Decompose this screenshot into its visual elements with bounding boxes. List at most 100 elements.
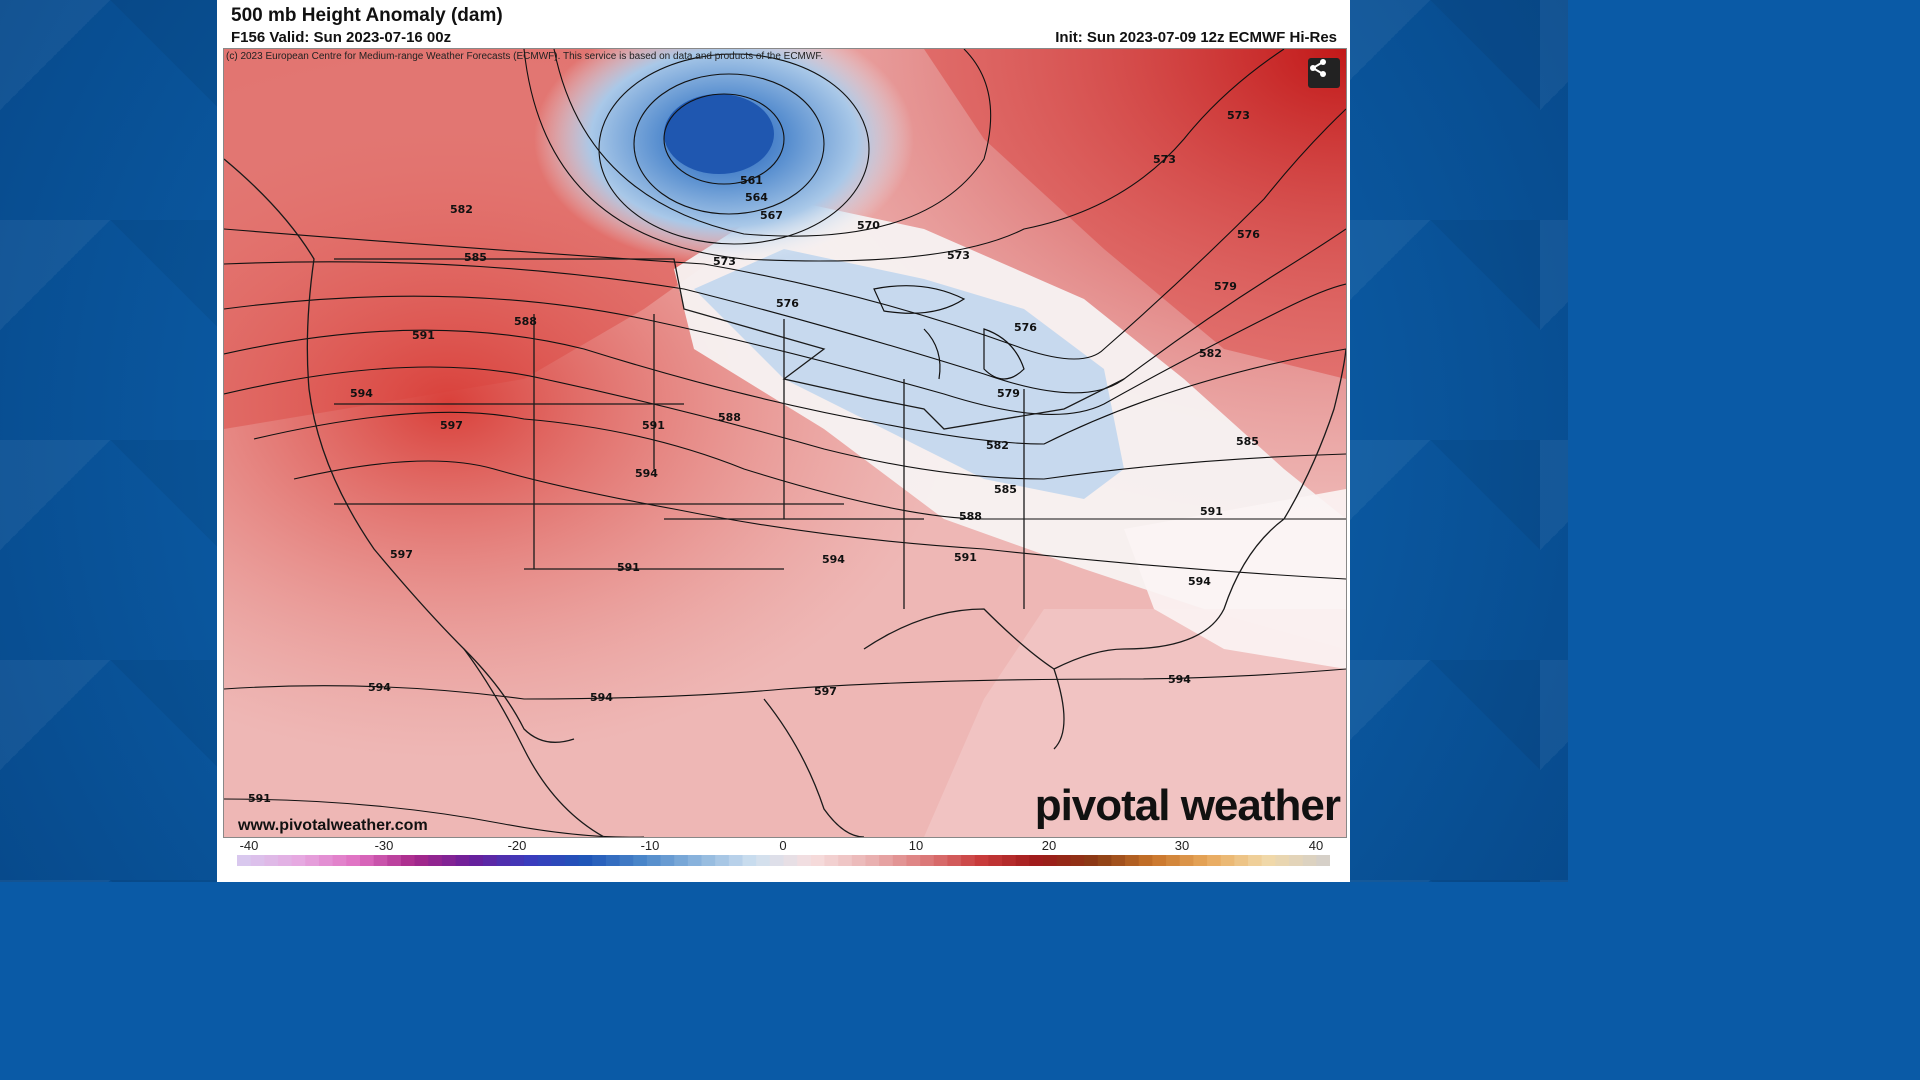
website-link[interactable]: www.pivotalweather.com — [238, 817, 428, 834]
contour-label: 573 — [713, 255, 736, 268]
contour-label: 579 — [997, 387, 1020, 400]
colorbar-swatch — [277, 855, 293, 866]
valid-time: F156 Valid: Sun 2023-07-16 00z — [231, 29, 452, 46]
colorbar-swatch — [1207, 855, 1222, 866]
contour-label: 597 — [390, 548, 413, 561]
contour-label: 594 — [822, 553, 845, 566]
contour-label: 585 — [994, 483, 1017, 496]
contour-label: 591 — [642, 419, 665, 432]
colorbar-swatch — [1097, 855, 1112, 866]
map-canvas: 561 564 567 570 573 573 573 573 576 576 … — [224, 49, 1346, 837]
colorbar-swatch — [510, 855, 525, 866]
colorbar-swatch — [824, 855, 839, 866]
colorbar-swatch — [1302, 855, 1317, 866]
colorbar-swatch — [974, 855, 990, 866]
colorbar-swatch — [373, 855, 388, 866]
colorbar-tick: 20 — [1041, 838, 1057, 853]
contour-label: 588 — [514, 315, 537, 328]
contour-label: 594 — [635, 467, 658, 480]
colorbar-swatch — [305, 855, 320, 866]
colorbar-swatch — [715, 855, 730, 866]
colorbar-swatch — [551, 855, 566, 866]
colorbar-swatch — [947, 855, 962, 866]
colorbar-tick: -40 — [239, 838, 259, 853]
pivotal-weather-logo: pivotal weather — [1034, 781, 1341, 830]
colorbar-tick: -20 — [507, 838, 527, 853]
colorbar-swatch — [414, 855, 429, 866]
colorbar-swatch — [332, 855, 347, 866]
colorbar-swatch — [1002, 855, 1017, 866]
chart-title: 500 mb Height Anomaly (dam) — [231, 5, 503, 26]
colorbar-swatch — [1316, 855, 1330, 866]
colorbar-swatch — [879, 855, 894, 866]
contour-label: 570 — [857, 219, 880, 232]
ecmwf-copyright: (c) 2023 European Centre for Medium-rang… — [226, 51, 824, 62]
colorbar-swatch — [455, 855, 470, 866]
share-icon — [1310, 59, 1326, 77]
colorbar-swatch — [838, 855, 853, 866]
colorbar-swatch — [359, 855, 375, 866]
colorbar-swatch — [592, 855, 607, 866]
colorbar-swatch — [756, 855, 771, 866]
colorbar-swatch — [783, 855, 798, 866]
colorbar-tick-labels: -40 -30 -20 -10 0 10 20 30 40 — [217, 838, 1350, 854]
colorbar-swatch — [933, 855, 949, 866]
coastlines-borders — [224, 158, 1346, 837]
colorbar-swatch — [1261, 855, 1276, 866]
contour-label: 597 — [440, 419, 463, 432]
colorbar-swatch — [1275, 855, 1290, 866]
colorbar-swatch — [1234, 855, 1249, 866]
colorbar-swatch — [250, 855, 265, 866]
contour-label: 576 — [776, 297, 799, 310]
init-time: Init: Sun 2023-07-09 12z ECMWF Hi-Res — [1055, 29, 1337, 46]
colorbar-swatch — [906, 855, 921, 866]
contour-label: 576 — [1014, 321, 1037, 334]
colorbar-swatch — [523, 855, 539, 866]
colorbar-swatch — [742, 855, 757, 866]
colorbar-swatch — [1248, 855, 1263, 866]
contour-label: 573 — [947, 249, 970, 262]
colorbar-swatch — [291, 855, 306, 866]
contour-labels: 561 564 567 570 573 573 573 573 576 576 … — [248, 109, 1260, 805]
colorbar-swatch — [865, 855, 880, 866]
colorbar-swatch — [810, 855, 826, 866]
contour-label: 561 — [740, 174, 763, 187]
contour-label: 582 — [986, 439, 1009, 452]
colorbar-tick: -10 — [640, 838, 660, 853]
colorbar-swatch — [1125, 855, 1140, 866]
contour-label: 573 — [1153, 153, 1176, 166]
colorbar-swatch — [605, 855, 621, 866]
colorbar-swatch — [1111, 855, 1126, 866]
colorbar-swatch — [1193, 855, 1208, 866]
share-button[interactable] — [1308, 58, 1340, 88]
colorbar-swatch — [564, 855, 580, 866]
contour-label: 588 — [959, 510, 982, 523]
anomaly-map[interactable]: 561 564 567 570 573 573 573 573 576 576 … — [223, 48, 1347, 838]
colorbar-swatch — [1152, 855, 1167, 866]
colorbar-swatch — [701, 855, 716, 866]
colorbar-swatch — [687, 855, 703, 866]
colorbar-swatch — [578, 855, 593, 866]
cool-anomaly-trough — [694, 249, 1124, 499]
contour-label: 582 — [1199, 347, 1222, 360]
colorbar-swatch — [537, 855, 552, 866]
colorbar-swatch — [1043, 855, 1058, 866]
colorbar-swatch — [646, 855, 662, 866]
colorbar-swatch — [482, 855, 498, 866]
colorbar-swatch — [728, 855, 744, 866]
colorbar — [237, 855, 1330, 866]
colorbar-swatch — [1070, 855, 1085, 866]
contour-label: 579 — [1214, 280, 1237, 293]
contour-label: 594 — [590, 691, 613, 704]
colorbar-swatch — [633, 855, 648, 866]
contour-label: 594 — [368, 681, 391, 694]
contour-label: 576 — [1237, 228, 1260, 241]
contour-label: 567 — [760, 209, 783, 222]
colorbar-swatch — [1029, 855, 1044, 866]
colorbar-swatch — [400, 855, 416, 866]
colorbar-swatch — [892, 855, 908, 866]
colorbar-swatch — [1289, 855, 1304, 866]
colorbar-swatch — [428, 855, 443, 866]
contour-label: 582 — [450, 203, 473, 216]
colorbar-swatch — [346, 855, 361, 866]
